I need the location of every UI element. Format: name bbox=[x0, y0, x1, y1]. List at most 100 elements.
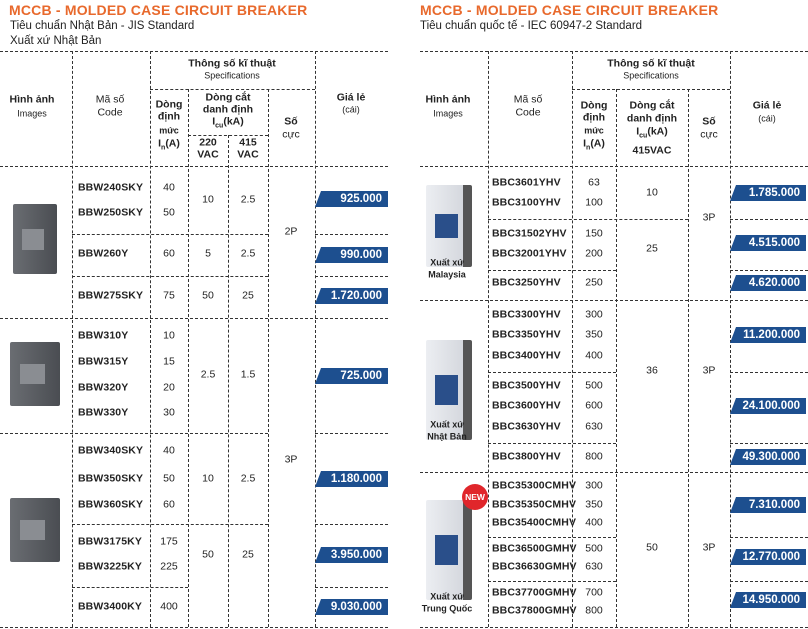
breaker-label-panel bbox=[435, 213, 459, 239]
table-rule-horizontal bbox=[730, 581, 808, 582]
left-subtitle: Tiêu chuẩn Nhật Bản - JIS Standard bbox=[10, 20, 195, 32]
table-rule-vertical bbox=[150, 51, 151, 627]
header-breaking-unit-unit: (kA) bbox=[223, 115, 244, 128]
breaking-415: 1.5 bbox=[240, 368, 256, 381]
header-code-en: Code bbox=[515, 106, 541, 119]
rated-current: 350 bbox=[585, 498, 603, 511]
price-tag: 725.000 bbox=[315, 368, 388, 384]
breaking-415: 25 bbox=[646, 242, 658, 255]
rated-current: 400 bbox=[585, 516, 603, 529]
header-breaking-unit-sym: I bbox=[212, 115, 216, 128]
rated-current: 100 bbox=[585, 196, 603, 209]
table-rule-vertical bbox=[228, 135, 229, 627]
table-rule-vertical bbox=[315, 51, 316, 627]
breaking-220: 10 bbox=[202, 193, 214, 206]
rated-current: 15 bbox=[163, 355, 175, 368]
product-code: BBC3100YHV bbox=[492, 196, 561, 209]
table-rule-vertical bbox=[188, 89, 189, 627]
rated-current: 50 bbox=[163, 472, 175, 485]
left-title: MCCB - MOLDED CASE CIRCUIT BREAKER bbox=[9, 2, 308, 18]
product-code: BBW260Y bbox=[78, 247, 129, 260]
header-breaking-unit: Icu(kA) bbox=[636, 125, 668, 142]
table-rule-vertical bbox=[488, 51, 489, 627]
header-rated: Dòng bbox=[155, 98, 183, 111]
origin-label: Xuất xứ bbox=[430, 591, 464, 602]
header-415vac: 415VAC bbox=[632, 144, 672, 157]
product-code: BBC35350CMHV bbox=[492, 498, 577, 511]
table-rule-vertical bbox=[268, 89, 269, 627]
price-tag: 3.950.000 bbox=[315, 547, 388, 563]
table-rule-horizontal bbox=[730, 270, 808, 271]
table-rule-horizontal bbox=[488, 537, 616, 538]
left-origin: Xuất xứ Nhật Bản bbox=[10, 35, 102, 47]
price-tag: 7.310.000 bbox=[730, 497, 806, 513]
rated-current: 10 bbox=[163, 329, 175, 342]
table-rule-horizontal bbox=[420, 51, 808, 52]
rated-current: 40 bbox=[163, 181, 175, 194]
table-rule-horizontal bbox=[315, 433, 388, 434]
price-tag: 925.000 bbox=[315, 191, 388, 207]
breaker-label-panel bbox=[21, 228, 44, 250]
table-rule-horizontal bbox=[572, 89, 730, 90]
header-rated: Dòng bbox=[580, 99, 608, 112]
product-code: BBW330Y bbox=[78, 406, 129, 419]
price-tag: 4.515.000 bbox=[730, 235, 806, 251]
new-badge: NEW bbox=[462, 484, 488, 510]
table-rule-horizontal bbox=[72, 524, 268, 525]
rated-current: 300 bbox=[585, 308, 603, 321]
table-rule-horizontal bbox=[420, 300, 808, 301]
product-code: BBW360SKY bbox=[78, 498, 144, 511]
breaking-415: 50 bbox=[646, 541, 658, 554]
product-code: BBC3250YHV bbox=[492, 276, 561, 289]
product-code: BBC35400CMHV bbox=[492, 516, 577, 529]
breaking-415: 2.5 bbox=[240, 472, 256, 485]
table-rule-vertical bbox=[688, 89, 689, 627]
product-code: BBC37800GMHV bbox=[492, 604, 577, 617]
table-rule-horizontal bbox=[730, 219, 808, 220]
product-code: BBC3630YHV bbox=[492, 420, 561, 433]
header-rated-unit-unit: (A) bbox=[590, 137, 605, 150]
rated-current: 300 bbox=[585, 479, 603, 492]
header-rated-unit-sub: n bbox=[161, 144, 166, 152]
product-code: BBW315Y bbox=[78, 355, 129, 368]
rated-current: 400 bbox=[585, 349, 603, 362]
breaker-label-panel bbox=[435, 535, 459, 565]
poles: 3P bbox=[702, 541, 716, 554]
product-code: BBW240SKY bbox=[78, 181, 144, 194]
price-tag: 1.720.000 bbox=[315, 288, 388, 304]
product-code: BBC3500YHV bbox=[492, 379, 561, 392]
rated-current: 225 bbox=[160, 560, 178, 573]
breaker-label-panel bbox=[435, 375, 459, 405]
price-tag: 12.770.000 bbox=[730, 549, 806, 565]
header-poles-2: cực bbox=[700, 128, 718, 141]
header-breaking: Dòng cắt bbox=[205, 91, 251, 104]
origin-country: Trung Quốc bbox=[421, 603, 473, 614]
header-spec: Thông số kĩ thuật bbox=[188, 57, 276, 70]
price-tag: 24.100.000 bbox=[730, 398, 806, 414]
table-rule-horizontal bbox=[0, 433, 268, 434]
breaker-label-panel bbox=[20, 364, 45, 384]
product-code: BBC3600YHV bbox=[492, 399, 561, 412]
header-code: Mã số bbox=[513, 93, 543, 106]
poles: 2P bbox=[284, 225, 298, 238]
product-code: BBW3175KY bbox=[78, 535, 142, 548]
table-rule-horizontal bbox=[488, 372, 616, 373]
header-code-en: Code bbox=[97, 106, 123, 119]
table-rule-horizontal bbox=[150, 89, 315, 90]
price-tag: 4.620.000 bbox=[730, 275, 806, 291]
breaking-415: 2.5 bbox=[240, 193, 256, 206]
header-breaking-unit-sub: cu bbox=[639, 132, 648, 140]
product-code: BBC31502YHV bbox=[492, 227, 567, 240]
table-rule-horizontal bbox=[488, 443, 616, 444]
header-images: Hình ảnh bbox=[425, 93, 471, 106]
breaking-415: 36 bbox=[646, 364, 658, 377]
right-subtitle: Tiêu chuẩn quốc tế - IEC 60947-2 Standar… bbox=[420, 20, 643, 32]
product-code: BBW320Y bbox=[78, 381, 129, 394]
header-rated-3: mức bbox=[159, 125, 179, 136]
header-poles: Số bbox=[284, 115, 298, 128]
rated-current: 20 bbox=[163, 381, 175, 394]
rated-current: 50 bbox=[163, 206, 175, 219]
table-rule-horizontal bbox=[315, 276, 388, 277]
header-breaking-unit-sub: cu bbox=[215, 122, 224, 130]
header-415-vac: VAC bbox=[237, 148, 259, 161]
